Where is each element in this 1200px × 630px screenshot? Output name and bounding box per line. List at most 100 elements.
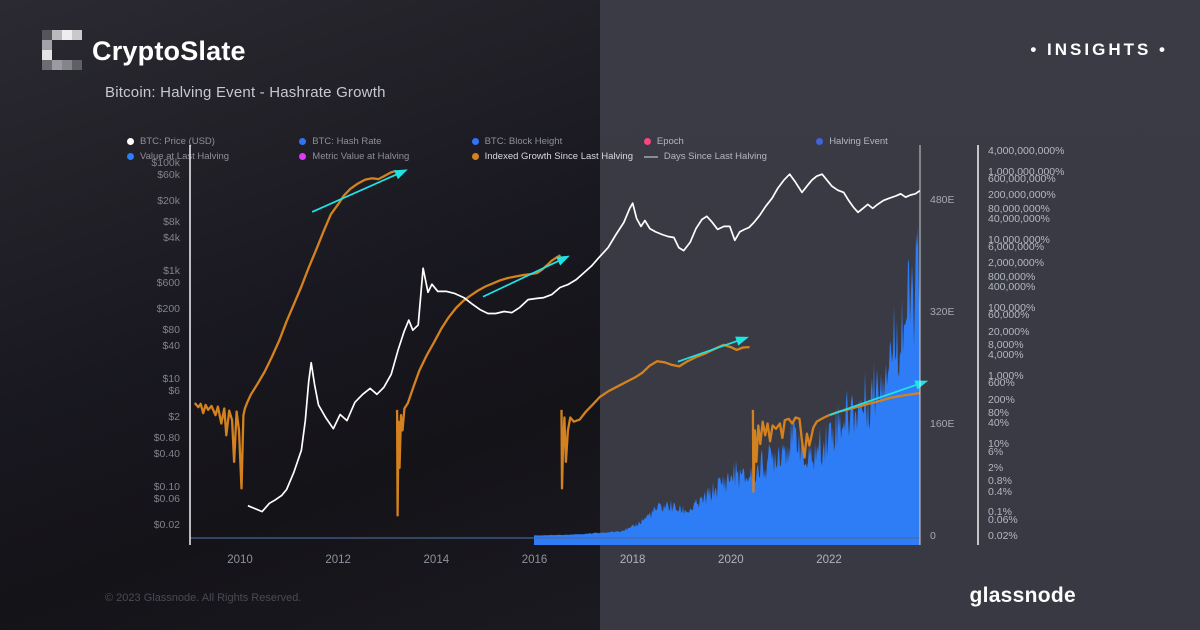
axis-tick-label: 4,000,000,000% bbox=[988, 144, 1065, 157]
axis-tick-label: 4,000% bbox=[988, 349, 1024, 362]
legend-marker-icon bbox=[127, 153, 134, 160]
axis-tick-label: 200,000,000% bbox=[988, 189, 1056, 202]
trend-arrow-line bbox=[829, 382, 920, 416]
trend-arrow-head-icon bbox=[394, 169, 408, 180]
axis-tick-label: 200% bbox=[988, 393, 1015, 406]
logo-pixel bbox=[42, 40, 52, 50]
legend-label: BTC: Block Height bbox=[484, 135, 563, 147]
trend-arrow-line bbox=[677, 338, 741, 363]
axis-tick-label: $80 bbox=[162, 324, 180, 337]
legend-label: BTC: Hash Rate bbox=[312, 135, 382, 147]
trend-arrow-line bbox=[311, 172, 400, 213]
logo-pixel bbox=[72, 60, 82, 70]
glassnode-wordmark: glassnode bbox=[969, 584, 1076, 607]
legend-marker-icon bbox=[471, 153, 479, 160]
axis-tick-label: 0.4% bbox=[988, 485, 1012, 498]
axis-tick-label: 0.1% bbox=[988, 506, 1012, 519]
logo-pixel bbox=[62, 30, 72, 40]
legend-label: Days Since Last Halving bbox=[663, 151, 767, 162]
legend-item[interactable]: Halving Event bbox=[816, 135, 888, 147]
axis-tick-label: 8,000% bbox=[988, 339, 1024, 352]
axis-tick-label: 20,000% bbox=[988, 325, 1030, 338]
logo-pixel bbox=[42, 30, 52, 40]
axis-tick-label: 10,000,000% bbox=[988, 233, 1050, 246]
axis-tick-label: $6 bbox=[168, 384, 180, 397]
axis-tick-label: 0.06% bbox=[988, 513, 1018, 526]
chart-title: Bitcoin: Halving Event - Hashrate Growth bbox=[105, 84, 386, 101]
legend-label: BTC: Price (USD) bbox=[140, 135, 215, 147]
logo-pixel bbox=[42, 50, 52, 60]
logo-pixel bbox=[62, 60, 72, 70]
legend-label: Indexed Growth Since Last Halving bbox=[484, 151, 633, 162]
legend-item[interactable]: Indexed Growth Since Last Halving bbox=[471, 151, 633, 163]
insights-badge: • INSIGHTS • bbox=[1030, 40, 1168, 59]
axis-tick-label: $600 bbox=[156, 276, 180, 289]
axis-tick-label: 40% bbox=[988, 417, 1010, 430]
legend-item[interactable]: BTC: Hash Rate bbox=[299, 135, 381, 147]
axis-tick-label: 480E bbox=[930, 194, 955, 206]
axis-tick-label: 1,000,000,000% bbox=[988, 165, 1065, 178]
axis-tick-label: 6,000,000% bbox=[988, 241, 1045, 254]
axis-tick-label: $100k bbox=[151, 157, 180, 169]
logo-pixel bbox=[52, 60, 62, 70]
legend-label: Metric Value at Halving bbox=[312, 151, 410, 162]
legend-item[interactable]: Metric Value at Halving bbox=[299, 151, 409, 163]
axis-tick-label: 2022 bbox=[816, 554, 842, 566]
trend-arrow-head-icon bbox=[556, 255, 570, 266]
axis-tick-label: 1,000% bbox=[988, 369, 1024, 382]
axis-tick-label: 2020 bbox=[718, 554, 744, 566]
legend-marker-icon bbox=[643, 137, 651, 145]
legend-item[interactable]: Value at Last Halving bbox=[127, 151, 229, 163]
axis-tick-label: 80% bbox=[988, 407, 1010, 420]
axis-tick-label: $60k bbox=[157, 168, 180, 181]
axis-tick-label: $0.06 bbox=[153, 492, 180, 505]
axis-tick-label: 6% bbox=[988, 445, 1004, 458]
legend-item[interactable]: Days Since Last Halving bbox=[643, 151, 767, 163]
legend-marker-icon bbox=[816, 137, 824, 145]
axis-tick-label: 80,000,000% bbox=[988, 202, 1050, 215]
axis-tick-label: $0.02 bbox=[153, 518, 180, 531]
axis-tick-label: 160E bbox=[930, 418, 955, 430]
axis-tick-label: $10 bbox=[162, 373, 180, 385]
axis-tick-label: 800,000% bbox=[988, 270, 1036, 283]
axis-tick-label: 600% bbox=[988, 377, 1015, 390]
logo-pixel bbox=[52, 30, 62, 40]
axis-tick-label: 2014 bbox=[423, 554, 450, 566]
axis-tick-label: 600,000,000% bbox=[988, 173, 1056, 186]
axis-tick-label: 0 bbox=[930, 530, 936, 542]
hash-rate-area-series bbox=[534, 226, 920, 545]
legend-label: Epoch bbox=[656, 135, 684, 147]
axis-tick-label: 2010 bbox=[227, 554, 253, 566]
legend-item[interactable]: Epoch bbox=[643, 135, 684, 147]
axis-tick-label: $40 bbox=[162, 340, 180, 353]
trend-arrow-head-icon bbox=[914, 380, 929, 390]
axis-tick-label: 60,000% bbox=[988, 309, 1030, 322]
logo-pixel bbox=[72, 30, 82, 40]
axis-tick-label: 0.02% bbox=[988, 529, 1018, 542]
axis-tick-label: $4k bbox=[163, 232, 180, 245]
trend-arrow-head-icon bbox=[735, 336, 749, 346]
axis-tick-label: 2% bbox=[988, 461, 1004, 474]
trend-arrows bbox=[311, 169, 929, 416]
brand-name: CryptoSlate bbox=[92, 36, 246, 66]
axis-tick-label: $0.80 bbox=[153, 432, 180, 445]
axis-tick-label: 2012 bbox=[325, 554, 351, 566]
copyright-text: © 2023 Glassnode. All Rights Reserved. bbox=[105, 592, 302, 604]
legend-marker-icon bbox=[127, 137, 134, 145]
axis-tick-label: $8k bbox=[163, 216, 180, 229]
axis-tick-label: 320E bbox=[930, 306, 955, 318]
legend-marker-icon bbox=[643, 155, 658, 158]
trend-arrow-line bbox=[482, 258, 563, 298]
legend-item[interactable]: BTC: Price (USD) bbox=[127, 135, 215, 147]
axis-tick-label: $2 bbox=[168, 410, 180, 423]
axis-tick-label: 10% bbox=[988, 437, 1010, 450]
axis-tick-label: 100,000% bbox=[988, 301, 1036, 314]
legend-marker-icon bbox=[471, 137, 479, 145]
axis-tick-label: 0.8% bbox=[988, 475, 1012, 488]
indexed-growth-line-series bbox=[193, 169, 920, 517]
price-line-series bbox=[247, 173, 920, 513]
axis-tick-label: 2,000,000% bbox=[988, 257, 1045, 270]
legend-item[interactable]: BTC: Block Height bbox=[471, 135, 563, 147]
